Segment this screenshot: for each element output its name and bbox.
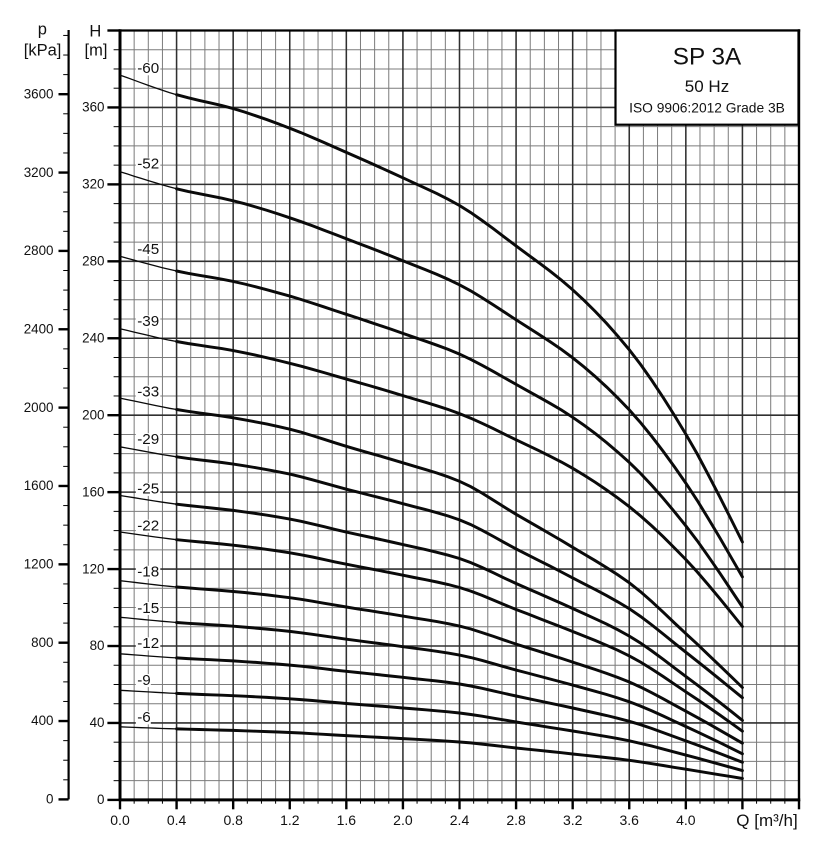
svg-text:-52: -52 [137,156,159,173]
svg-text:3.6: 3.6 [619,812,639,828]
svg-text:1600: 1600 [24,478,54,493]
svg-text:0.4: 0.4 [167,812,187,828]
svg-text:320: 320 [82,177,104,192]
svg-text:800: 800 [31,635,53,650]
svg-text:2.4: 2.4 [450,812,470,828]
svg-text:-39: -39 [137,313,159,330]
svg-text:80: 80 [90,638,105,653]
svg-text:-45: -45 [137,241,159,258]
svg-text:SP 3A: SP 3A [673,43,742,70]
svg-text:2.8: 2.8 [506,812,526,828]
svg-text:120: 120 [82,561,104,576]
svg-text:3.2: 3.2 [563,812,583,828]
svg-text:-25: -25 [137,481,159,498]
svg-text:40: 40 [90,715,105,730]
svg-text:Q [m³/h]: Q [m³/h] [736,811,797,830]
svg-text:-60: -60 [137,60,159,77]
svg-text:-6: -6 [137,709,151,726]
svg-text:-33: -33 [137,383,159,400]
svg-text:ISO 9906:2012 Grade 3B: ISO 9906:2012 Grade 3B [629,100,785,115]
svg-text:2000: 2000 [24,400,54,415]
svg-text:2800: 2800 [24,243,54,258]
svg-text:-22: -22 [137,518,159,535]
svg-text:2.0: 2.0 [393,812,413,828]
svg-text:3600: 3600 [24,86,54,101]
svg-text:1.2: 1.2 [280,812,300,828]
svg-text:280: 280 [82,254,104,269]
svg-text:0: 0 [46,792,53,807]
svg-text:1200: 1200 [24,557,54,572]
svg-text:0.8: 0.8 [223,812,243,828]
svg-text:p: p [38,21,47,39]
svg-text:2400: 2400 [24,322,54,337]
svg-text:-29: -29 [137,431,159,448]
svg-text:[kPa]: [kPa] [24,41,62,59]
svg-text:4.0: 4.0 [676,812,696,828]
svg-text:0.0: 0.0 [110,812,130,828]
svg-text:1.6: 1.6 [337,812,357,828]
svg-text:-9: -9 [137,672,151,689]
svg-text:360: 360 [82,100,104,115]
svg-text:-12: -12 [137,635,159,652]
svg-text:3200: 3200 [24,165,54,180]
svg-text:H: H [89,22,101,40]
svg-text:[m]: [m] [85,41,108,59]
svg-text:-15: -15 [137,600,159,617]
svg-text:200: 200 [82,407,104,422]
svg-text:-18: -18 [137,564,159,581]
svg-text:160: 160 [82,484,104,499]
svg-text:400: 400 [31,713,53,728]
svg-text:0: 0 [97,792,104,807]
svg-text:50 Hz: 50 Hz [685,77,729,96]
svg-text:240: 240 [82,331,104,346]
